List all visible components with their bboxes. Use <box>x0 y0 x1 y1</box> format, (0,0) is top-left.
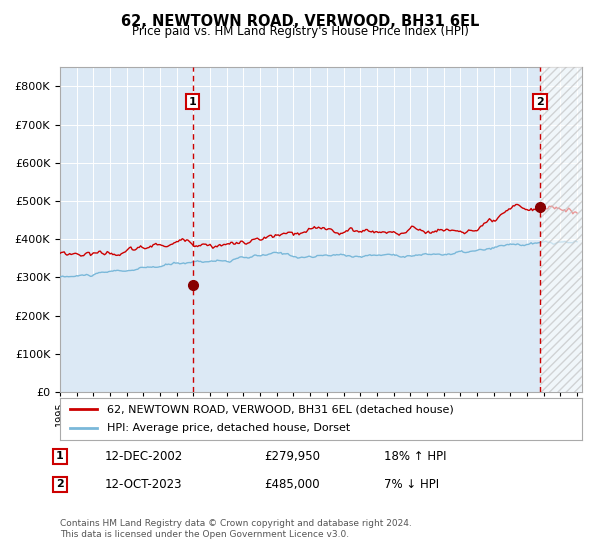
Text: 18% ↑ HPI: 18% ↑ HPI <box>384 450 446 463</box>
Text: £279,950: £279,950 <box>264 450 320 463</box>
Text: Price paid vs. HM Land Registry's House Price Index (HPI): Price paid vs. HM Land Registry's House … <box>131 25 469 38</box>
Text: 2: 2 <box>56 479 64 489</box>
Text: 12-DEC-2002: 12-DEC-2002 <box>105 450 183 463</box>
Text: HPI: Average price, detached house, Dorset: HPI: Average price, detached house, Dors… <box>107 423 350 433</box>
Text: 62, NEWTOWN ROAD, VERWOOD, BH31 6EL: 62, NEWTOWN ROAD, VERWOOD, BH31 6EL <box>121 14 479 29</box>
Text: 2: 2 <box>536 96 544 106</box>
Text: 1: 1 <box>56 451 64 461</box>
Text: 12-OCT-2023: 12-OCT-2023 <box>105 478 182 491</box>
Text: Contains HM Land Registry data © Crown copyright and database right 2024.
This d: Contains HM Land Registry data © Crown c… <box>60 520 412 539</box>
Bar <box>540 67 586 392</box>
Text: 7% ↓ HPI: 7% ↓ HPI <box>384 478 439 491</box>
Text: 62, NEWTOWN ROAD, VERWOOD, BH31 6EL (detached house): 62, NEWTOWN ROAD, VERWOOD, BH31 6EL (det… <box>107 404 454 414</box>
Text: 1: 1 <box>189 96 196 106</box>
Text: £485,000: £485,000 <box>264 478 320 491</box>
